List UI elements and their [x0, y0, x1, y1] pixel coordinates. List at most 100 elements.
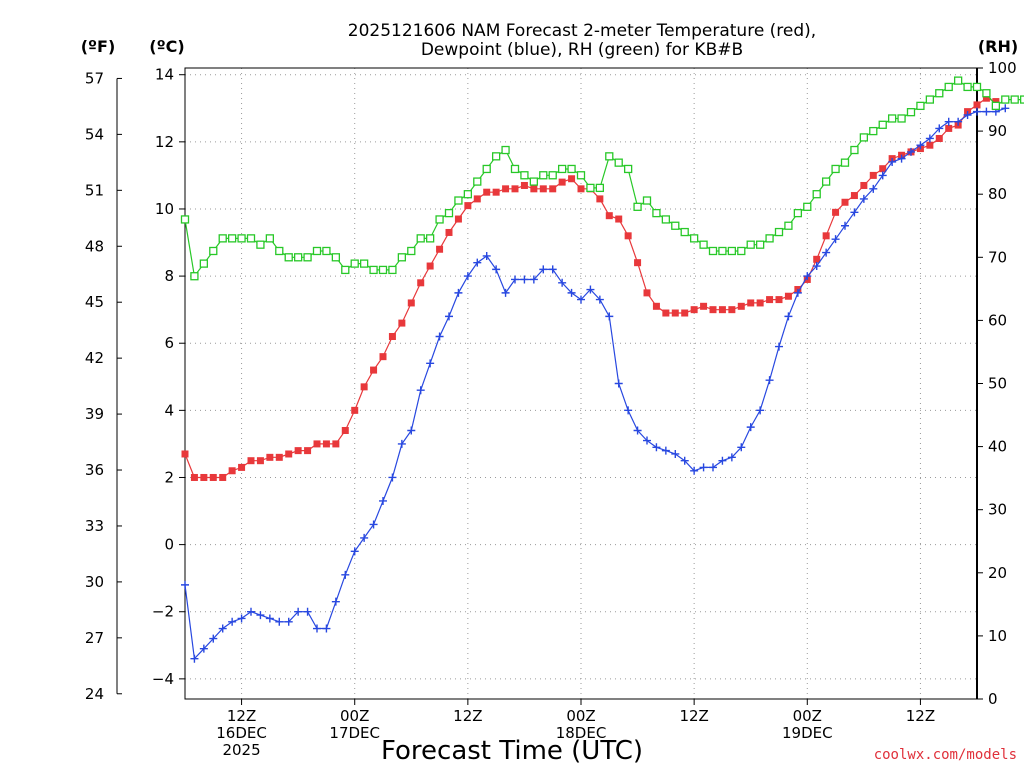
temperature-point: [982, 94, 990, 102]
temperature-point: [417, 279, 425, 287]
rh-point: [1010, 95, 1019, 104]
rh-point: [774, 227, 784, 237]
dewpoint-point: [350, 547, 359, 556]
rh-point: [567, 164, 576, 174]
dewpoint-point: [228, 617, 237, 626]
rh-point: [180, 215, 190, 224]
dewpoint-point: [511, 275, 519, 284]
temperature-point: [681, 309, 689, 317]
dewpoint-point: [379, 496, 387, 505]
dewpoint-point: [822, 248, 831, 257]
rh-point: [982, 89, 991, 98]
dewpoint-point: [746, 423, 755, 432]
rh-tick-label: 60: [988, 311, 1007, 329]
dewpoint-point: [595, 295, 604, 304]
dewpoint-point: [237, 614, 246, 623]
celsius-tick-label: 0: [164, 536, 174, 554]
celsius-tick-label: −4: [152, 670, 174, 688]
dewpoint-point: [775, 342, 783, 351]
rh-point: [906, 108, 916, 117]
dewpoint-point: [445, 312, 453, 321]
credit-text: coolwx.com/models: [874, 747, 1017, 763]
rh-point: [661, 215, 671, 224]
dewpoint-point: [690, 466, 699, 475]
temperature-point: [568, 175, 576, 183]
temperature-point: [275, 453, 283, 461]
rh-point: [935, 89, 944, 98]
rh-point: [680, 227, 689, 237]
dewpoint-point: [275, 617, 284, 626]
temperature-point: [454, 215, 462, 223]
rh-point: [1019, 95, 1024, 104]
temperature-point: [624, 232, 632, 240]
dewpoint-point: [963, 110, 972, 119]
dewpoint-point: [181, 580, 189, 589]
temperature-point: [539, 185, 547, 193]
dewpoint-point: [426, 359, 435, 368]
temperature-point: [190, 473, 198, 481]
fahrenheit-tick-label: 42: [85, 349, 104, 367]
temperature-point: [756, 299, 764, 307]
rh-point: [897, 114, 906, 123]
rh-point: [642, 196, 652, 205]
temperature-point: [360, 383, 368, 391]
temperature-point: [832, 208, 840, 216]
temperature-point: [379, 353, 387, 361]
temperature-point: [973, 101, 981, 109]
series-line: [184, 79, 1024, 278]
rh-point: [821, 177, 831, 186]
rh-tick-label: 80: [988, 185, 1007, 203]
dewpoint-point: [935, 124, 944, 133]
rh-point: [209, 246, 218, 256]
x-tick-label: 00Z: [793, 707, 822, 725]
rh-point: [765, 234, 774, 243]
fahrenheit-tick-label: 36: [85, 461, 104, 479]
rh-point: [510, 164, 520, 174]
rh-point: [520, 171, 529, 180]
rh-point: [444, 208, 454, 218]
dewpoint-point: [605, 312, 614, 321]
rh-point: [435, 215, 444, 224]
dewpoint-point: [397, 439, 406, 448]
temperature-point: [879, 165, 887, 173]
dewpoint-point: [539, 265, 548, 274]
dewpoint-point: [1001, 104, 1010, 113]
dewpoint-point: [633, 426, 642, 435]
temperature-point: [945, 124, 953, 132]
rh-point: [633, 202, 642, 211]
dewpoint-point: [558, 278, 567, 287]
temperature-point: [228, 467, 236, 475]
dewpoint-point: [199, 644, 208, 653]
rh-point: [803, 202, 812, 211]
temperature-point: [388, 333, 396, 341]
rh-point: [303, 253, 312, 262]
dewpoint-point: [520, 275, 529, 284]
temperature-point: [238, 463, 246, 471]
rh-point: [916, 101, 925, 111]
rh-point: [312, 246, 322, 256]
fahrenheit-tick-label: 30: [85, 573, 104, 591]
dewpoint-point: [265, 614, 274, 623]
x-tick-label: 12Z: [906, 707, 935, 725]
rh-point: [482, 164, 491, 174]
temperature-point: [935, 134, 943, 142]
dewpoint-point: [407, 426, 416, 435]
chart-title-line-2: Dewpoint (blue), RH (green) for KB#B: [421, 40, 743, 60]
rh-point: [359, 259, 369, 268]
temperature-point: [294, 447, 302, 455]
celsius-tick-label: 8: [164, 267, 174, 285]
rh-tick-label: 70: [988, 248, 1007, 266]
temperature-point: [436, 245, 444, 253]
x-tick-label: 00Z: [340, 707, 369, 725]
dewpoint-point: [190, 654, 199, 663]
series-2: [180, 76, 1024, 281]
temperature-point: [313, 440, 321, 448]
dewpoint-point: [859, 194, 868, 203]
dewpoint-point: [869, 184, 878, 193]
temperature-point: [370, 366, 378, 374]
temperature-point: [775, 296, 783, 304]
temperature-point: [530, 185, 538, 193]
dewpoint-point: [463, 272, 472, 281]
temperature-point: [615, 215, 623, 223]
dewpoint-point: [925, 134, 934, 143]
